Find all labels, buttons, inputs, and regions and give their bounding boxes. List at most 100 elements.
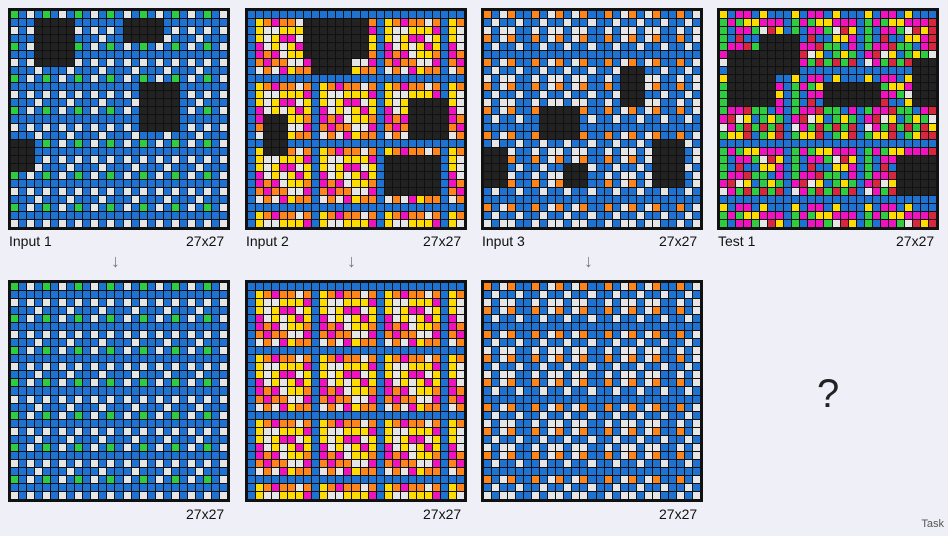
grid-cell	[11, 195, 19, 203]
grid-cell	[99, 187, 107, 195]
grid-cell	[508, 51, 516, 59]
grid-cell	[336, 331, 344, 339]
grid-cell	[155, 67, 163, 75]
grid-cell	[304, 59, 312, 67]
grid-cell	[628, 403, 636, 411]
grid-cell	[360, 59, 368, 67]
grid-cell	[424, 163, 432, 171]
grid-cell	[368, 451, 376, 459]
grid-cell	[424, 411, 432, 419]
grid-cell	[368, 387, 376, 395]
grid-cell	[328, 291, 336, 299]
grid-cell	[368, 467, 376, 475]
grid-cell	[540, 427, 548, 435]
grid-cell	[344, 35, 352, 43]
grid-cell	[856, 219, 864, 227]
grid-cell	[75, 411, 83, 419]
grid-cell	[360, 115, 368, 123]
grid-cell	[211, 163, 219, 171]
grid-cell	[187, 83, 195, 91]
grid-cell	[43, 291, 51, 299]
grid-cell	[516, 195, 524, 203]
grid-cell	[304, 283, 312, 291]
grid-cell	[35, 331, 43, 339]
grid-cell	[195, 459, 203, 467]
grid-cell	[296, 67, 304, 75]
grid-cell	[864, 67, 872, 75]
grid-cell	[264, 443, 272, 451]
grid-cell	[792, 163, 800, 171]
grid-cell	[344, 51, 352, 59]
grid-cell	[155, 331, 163, 339]
grid-cell	[280, 35, 288, 43]
grid-cell	[123, 219, 131, 227]
grid-cell	[668, 43, 676, 51]
grid-cell	[91, 323, 99, 331]
grid-cell	[668, 171, 676, 179]
grid-cell	[328, 139, 336, 147]
grid-cell	[147, 419, 155, 427]
grid-cell	[320, 19, 328, 27]
grid-cell	[280, 27, 288, 35]
grid-cell	[83, 51, 91, 59]
grid-cell	[744, 147, 752, 155]
grid-cell	[99, 427, 107, 435]
grid-cell	[492, 43, 500, 51]
grid-cell	[328, 83, 336, 91]
grid-cell	[19, 187, 27, 195]
grid-cell	[752, 187, 760, 195]
grid-cell	[424, 51, 432, 59]
grid-cell	[219, 355, 227, 363]
grid-cell	[123, 315, 131, 323]
grid-cell	[123, 27, 131, 35]
grid-cell	[384, 291, 392, 299]
grid-cell	[219, 387, 227, 395]
grid-output-1	[8, 280, 230, 502]
grid-cell	[51, 291, 59, 299]
grid-cell	[368, 371, 376, 379]
grid-cell	[768, 11, 776, 19]
grid-cell	[596, 11, 604, 19]
grid-cell	[264, 379, 272, 387]
grid-cell	[692, 139, 700, 147]
grid-cell	[928, 19, 936, 27]
grid-cell	[508, 99, 516, 107]
grid-cell	[115, 419, 123, 427]
grid-cell	[312, 467, 320, 475]
grid-cell	[768, 131, 776, 139]
grid-cell	[11, 59, 19, 67]
grid-cell	[676, 283, 684, 291]
grid-cell	[524, 299, 532, 307]
grid-cell	[736, 51, 744, 59]
grid-cell	[123, 435, 131, 443]
grid-cell	[912, 179, 920, 187]
grid-cell	[123, 483, 131, 491]
grid-cell	[288, 195, 296, 203]
grid-cell	[344, 379, 352, 387]
grid-cell	[344, 59, 352, 67]
grid-cell	[131, 339, 139, 347]
grid-cell	[408, 467, 416, 475]
grid-cell	[424, 347, 432, 355]
grid-cell	[35, 467, 43, 475]
grid-cell	[147, 91, 155, 99]
grid-cell	[376, 219, 384, 227]
grid-cell	[500, 59, 508, 67]
grid-cell	[288, 427, 296, 435]
grid-cell	[328, 67, 336, 75]
grid-cell	[744, 131, 752, 139]
grid-cell	[492, 459, 500, 467]
grid-cell	[163, 483, 171, 491]
grid-cell	[67, 115, 75, 123]
grid-cell	[19, 43, 27, 51]
grid-cell	[147, 83, 155, 91]
grid-cell	[384, 99, 392, 107]
grid-cell	[564, 83, 572, 91]
grid-cell	[580, 147, 588, 155]
grid-cell	[304, 435, 312, 443]
grid-cell	[171, 371, 179, 379]
grid-cell	[179, 323, 187, 331]
grid-cell	[123, 115, 131, 123]
grid-cell	[416, 83, 424, 91]
grid-cell	[604, 163, 612, 171]
